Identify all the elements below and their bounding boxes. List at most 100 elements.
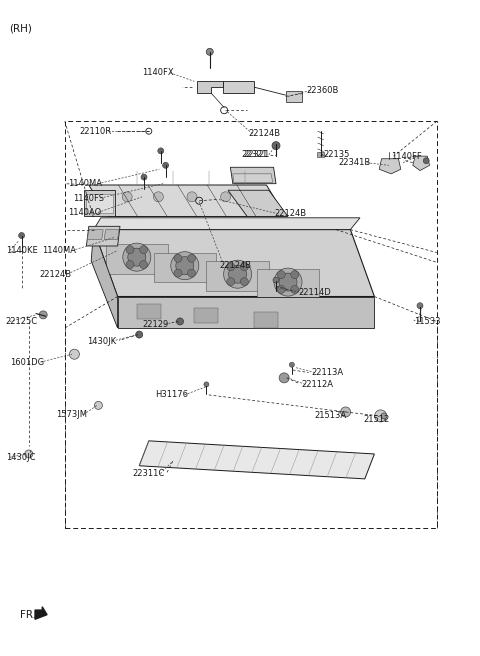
Circle shape xyxy=(174,269,182,277)
Text: 1140FF: 1140FF xyxy=(391,152,421,161)
Circle shape xyxy=(176,256,194,275)
Text: 21512: 21512 xyxy=(363,415,390,424)
Text: 22124B: 22124B xyxy=(39,270,71,279)
Polygon shape xyxy=(86,226,120,246)
Circle shape xyxy=(70,349,79,359)
Circle shape xyxy=(171,252,199,279)
Circle shape xyxy=(174,255,182,262)
Circle shape xyxy=(39,311,47,319)
Text: 1140FS: 1140FS xyxy=(73,194,104,203)
Circle shape xyxy=(19,232,24,239)
Circle shape xyxy=(163,162,168,169)
Circle shape xyxy=(227,263,235,271)
Polygon shape xyxy=(223,81,254,93)
Circle shape xyxy=(122,192,132,202)
Text: 1140KE: 1140KE xyxy=(6,246,37,255)
Text: 22112A: 22112A xyxy=(301,380,334,389)
Text: 22110R: 22110R xyxy=(79,127,111,136)
Text: 22125C: 22125C xyxy=(6,317,38,326)
Polygon shape xyxy=(118,297,374,328)
Polygon shape xyxy=(257,269,319,298)
Circle shape xyxy=(381,413,387,419)
Polygon shape xyxy=(137,304,161,319)
Circle shape xyxy=(204,382,209,387)
Polygon shape xyxy=(86,194,113,213)
Circle shape xyxy=(227,277,235,285)
Circle shape xyxy=(140,246,147,254)
Polygon shape xyxy=(230,167,276,184)
Circle shape xyxy=(126,260,134,268)
Bar xyxy=(317,152,324,157)
Circle shape xyxy=(188,255,195,262)
Text: 22124B: 22124B xyxy=(249,129,281,138)
Circle shape xyxy=(279,373,289,383)
Circle shape xyxy=(140,260,147,268)
Circle shape xyxy=(291,271,299,279)
Circle shape xyxy=(250,192,259,202)
Text: 1430JK: 1430JK xyxy=(87,337,116,346)
Circle shape xyxy=(417,302,423,309)
Polygon shape xyxy=(94,218,360,230)
Circle shape xyxy=(240,277,248,285)
Text: 22321: 22321 xyxy=(241,150,268,159)
Text: 1140MA: 1140MA xyxy=(42,246,76,255)
Polygon shape xyxy=(233,174,273,182)
Circle shape xyxy=(289,362,294,367)
Circle shape xyxy=(228,265,247,283)
Circle shape xyxy=(25,450,33,458)
Text: FR.: FR. xyxy=(20,609,36,620)
Polygon shape xyxy=(206,261,269,291)
Text: 21513A: 21513A xyxy=(314,411,347,420)
Polygon shape xyxy=(154,253,216,282)
Circle shape xyxy=(126,246,134,254)
Polygon shape xyxy=(89,185,286,216)
Text: 22135: 22135 xyxy=(324,150,350,159)
Polygon shape xyxy=(379,159,401,174)
Circle shape xyxy=(221,192,230,202)
Text: 22311C: 22311C xyxy=(132,469,164,478)
Circle shape xyxy=(141,174,147,180)
Text: (RH): (RH) xyxy=(10,24,33,33)
Polygon shape xyxy=(413,156,430,171)
Polygon shape xyxy=(94,230,374,297)
Polygon shape xyxy=(139,441,374,479)
Polygon shape xyxy=(91,230,118,328)
Text: H31176: H31176 xyxy=(155,390,188,400)
Circle shape xyxy=(272,142,280,150)
Circle shape xyxy=(291,285,299,293)
Text: 1601DG: 1601DG xyxy=(10,358,44,367)
Text: 22360B: 22360B xyxy=(306,86,338,95)
Polygon shape xyxy=(35,607,47,619)
Text: 1430JC: 1430JC xyxy=(6,453,35,462)
Circle shape xyxy=(279,273,297,291)
Polygon shape xyxy=(197,81,223,93)
Polygon shape xyxy=(84,190,115,216)
Text: 1140FX: 1140FX xyxy=(142,68,174,77)
Text: 22124B: 22124B xyxy=(275,209,307,218)
Circle shape xyxy=(240,263,248,271)
Circle shape xyxy=(123,243,151,271)
Polygon shape xyxy=(286,91,302,102)
Text: 22124B: 22124B xyxy=(220,260,252,270)
Circle shape xyxy=(128,248,146,266)
Circle shape xyxy=(95,401,102,409)
Polygon shape xyxy=(106,244,168,274)
Circle shape xyxy=(206,49,213,55)
Polygon shape xyxy=(254,312,278,328)
Circle shape xyxy=(177,318,183,325)
Text: 1140MA: 1140MA xyxy=(68,179,102,188)
Circle shape xyxy=(273,277,279,283)
Polygon shape xyxy=(228,190,288,216)
Polygon shape xyxy=(194,308,218,323)
Circle shape xyxy=(187,192,197,202)
Circle shape xyxy=(188,269,195,277)
Circle shape xyxy=(136,331,143,338)
Text: 22129: 22129 xyxy=(143,319,169,329)
Circle shape xyxy=(154,192,163,202)
Polygon shape xyxy=(87,230,103,239)
Text: 22114D: 22114D xyxy=(299,288,331,297)
Circle shape xyxy=(375,410,387,422)
Circle shape xyxy=(277,271,285,279)
Circle shape xyxy=(277,285,285,293)
Text: 11533: 11533 xyxy=(414,317,440,326)
